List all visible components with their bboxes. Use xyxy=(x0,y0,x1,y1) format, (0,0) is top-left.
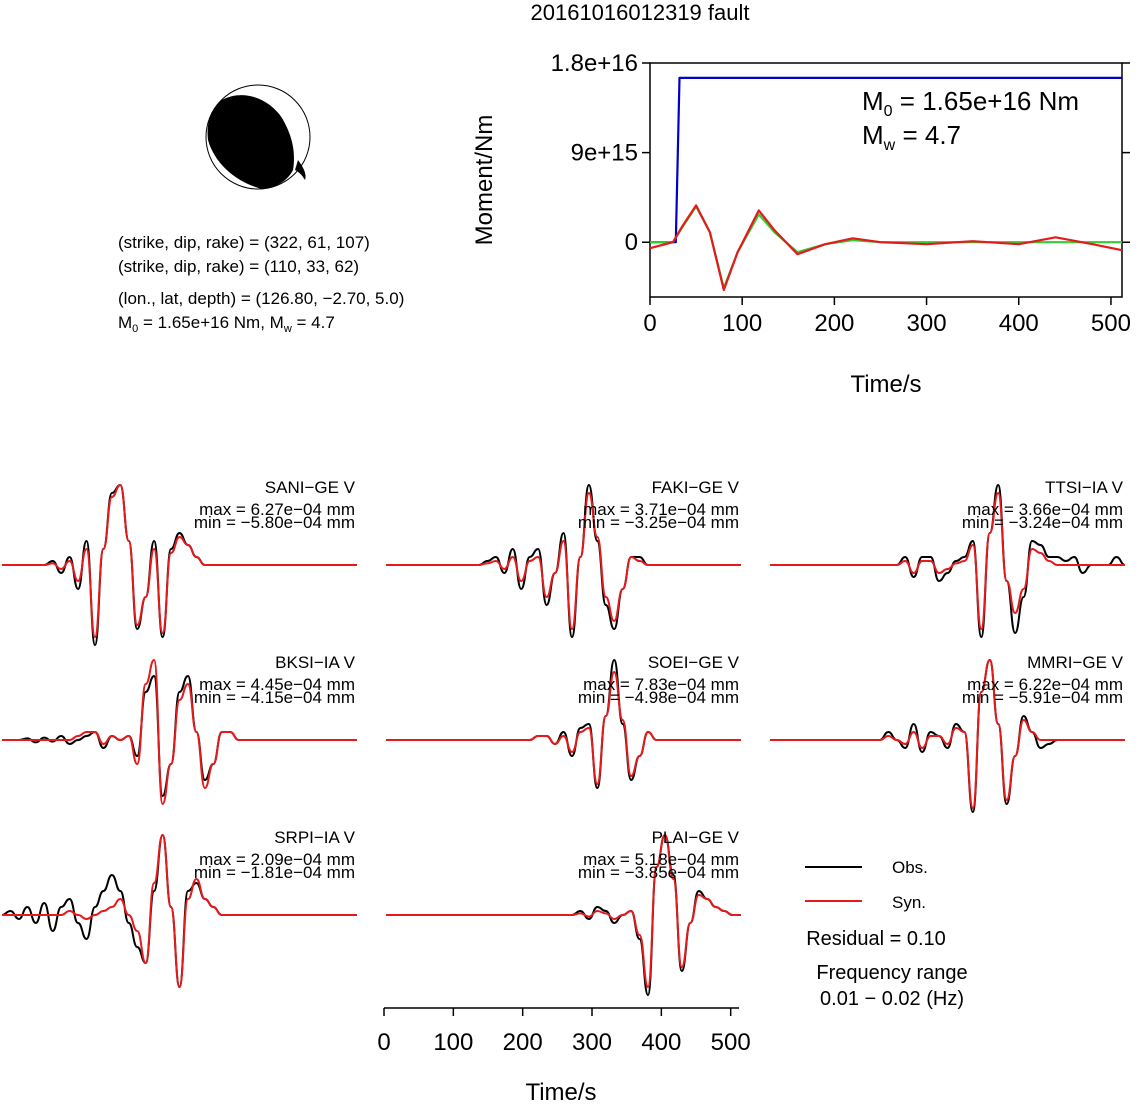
waveform-x-tick-label: 500 xyxy=(711,1029,751,1056)
waveform-x-tick-label: 400 xyxy=(641,1029,681,1056)
synthetic-waveform xyxy=(386,834,741,988)
moment-rate-red-line xyxy=(649,204,1123,292)
synthetic-waveform xyxy=(769,492,1125,630)
station-min: min = −3.25e−04 mm xyxy=(578,513,739,532)
waveform-x-tick-label: 300 xyxy=(572,1029,612,1056)
station-name: FAKI−GE V xyxy=(652,478,740,497)
station-max: max = 6.22e−04 mm xyxy=(967,675,1123,694)
station-name: MMRI−GE V xyxy=(1027,653,1124,672)
station-name: SANI−GE V xyxy=(265,478,356,497)
station-max: max = 3.66e−04 mm xyxy=(967,500,1123,519)
station-min: min = −1.81e−04 mm xyxy=(194,863,355,882)
moment-x-tick-label: 100 xyxy=(722,310,762,337)
nodal-plane-1: (strike, dip, rake) = (322, 61, 107) xyxy=(118,233,370,252)
station-max: max = 7.83e−04 mm xyxy=(583,675,739,694)
moment-plot: 0 100 200 300 400 500 0 9e+15 1.8e+16 M0 = 1.65… xyxy=(471,50,1131,398)
synthetic-waveform xyxy=(385,492,741,630)
legend-syn-label: Syn. xyxy=(892,893,926,912)
synthetic-waveform xyxy=(2,834,357,988)
station-name: PLAI−GE V xyxy=(652,828,740,847)
location-text: (lon., lat, depth) = (126.80, −2.70, 5.0… xyxy=(118,289,404,308)
moment-mw-label: Mw = 4.7 xyxy=(862,120,961,154)
station-min: min = −4.98e−04 mm xyxy=(578,688,739,707)
magnitude-text: M0 = 1.65e+16 Nm, Mw = 4.7 xyxy=(118,313,335,335)
station-name: SOEI−GE V xyxy=(648,653,740,672)
moment-y-tick-label: 0 xyxy=(625,229,638,256)
waveform-x-tick-label: 100 xyxy=(433,1029,473,1056)
station-min: min = −4.15e−04 mm xyxy=(194,688,355,707)
station-min: min = −5.91e−04 mm xyxy=(962,688,1123,707)
moment-x-tick-label: 400 xyxy=(999,310,1039,337)
beachball-icon xyxy=(205,84,311,190)
waveform-x-axis-label: Time/s xyxy=(525,1079,596,1104)
waveform-x-tick-label: 0 xyxy=(377,1029,390,1056)
legend-obs-label: Obs. xyxy=(892,858,928,877)
station-min: min = −3.24e−04 mm xyxy=(962,513,1123,532)
frequency-range-value: 0.01 − 0.02 (Hz) xyxy=(820,988,964,1010)
moment-y-tick-label: 9e+15 xyxy=(571,140,638,167)
moment-y-tick-label: 1.8e+16 xyxy=(551,50,638,77)
nodal-plane-2: (strike, dip, rake) = (110, 33, 62) xyxy=(118,257,359,276)
station-max: max = 6.27e−04 mm xyxy=(199,500,355,519)
station-max: max = 4.45e−04 mm xyxy=(199,675,355,694)
legend: Obs. Syn. Residual = 0.10 Frequency rang… xyxy=(805,858,968,1010)
moment-x-axis-label: Time/s xyxy=(850,371,921,398)
waveform-time-axis: 0 100 200 300 400 500 xyxy=(377,1007,751,1056)
moment-x-tick-label: 300 xyxy=(907,310,947,337)
frequency-range-label: Frequency range xyxy=(816,962,967,984)
synthetic-waveform xyxy=(385,671,741,785)
station-name: TTSI−IA V xyxy=(1045,478,1124,497)
residual-text: Residual = 0.10 xyxy=(806,928,946,950)
station-max: max = 3.71e−04 mm xyxy=(583,500,739,519)
station-name: BKSI−IA V xyxy=(275,653,356,672)
station-min: min = −3.85e−04 mm xyxy=(578,863,739,882)
synthetic-waveform xyxy=(1,659,357,805)
moment-y-axis-label: Moment/Nm xyxy=(471,115,498,246)
moment-x-tick-label: 200 xyxy=(814,310,854,337)
synthetic-waveform xyxy=(1,484,357,638)
moment-x-tick-label: 0 xyxy=(643,310,656,337)
moment-m0-label: M0 = 1.65e+16 Nm xyxy=(862,86,1079,120)
station-max: max = 5.18e−04 mm xyxy=(583,850,739,869)
waveform-x-tick-label: 200 xyxy=(503,1029,543,1056)
figure-title: 20161016012319 fault xyxy=(531,0,750,25)
synthetic-waveform xyxy=(769,659,1125,809)
moment-plot-frame xyxy=(649,62,1123,298)
moment-x-tick-label: 500 xyxy=(1091,310,1131,337)
station-name: SRPI−IA V xyxy=(274,828,355,847)
station-max: max = 2.09e−04 mm xyxy=(199,850,355,869)
station-min: min = −5.80e−04 mm xyxy=(194,513,355,532)
